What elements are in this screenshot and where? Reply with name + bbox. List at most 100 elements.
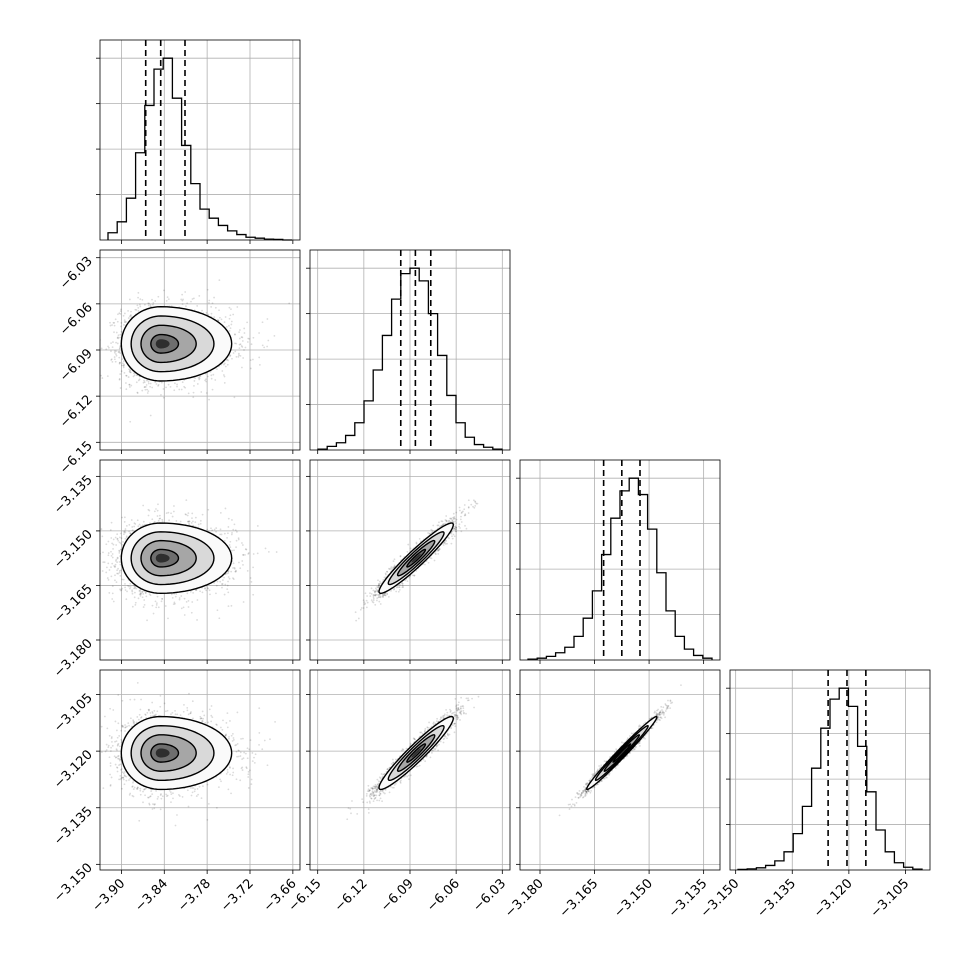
scatter-point xyxy=(146,392,149,394)
scatter-point xyxy=(128,585,130,588)
scatter-point xyxy=(185,513,188,516)
scatter-point xyxy=(188,520,191,523)
scatter-point xyxy=(258,356,261,359)
scatter-point xyxy=(194,516,197,519)
scatter-point xyxy=(239,343,242,346)
scatter-point xyxy=(191,517,193,520)
scatter-point xyxy=(124,582,126,585)
scatter-point xyxy=(123,521,126,523)
scatter-point xyxy=(119,345,121,348)
scatter-point xyxy=(115,331,118,334)
scatter-point xyxy=(156,595,159,598)
scatter-point xyxy=(141,591,144,593)
scatter-point xyxy=(149,382,152,385)
scatter-point xyxy=(139,593,142,595)
scatter-point xyxy=(162,388,165,390)
scatter-point xyxy=(165,299,168,302)
scatter-point xyxy=(200,391,203,393)
scatter-point xyxy=(119,387,122,389)
scatter-point xyxy=(228,306,231,309)
scatter-panel-2-0 xyxy=(89,459,301,661)
scatter-point xyxy=(249,577,252,579)
scatter-point xyxy=(131,589,134,592)
scatter-point xyxy=(267,339,270,342)
scatter-point xyxy=(191,601,194,603)
scatter-point xyxy=(241,366,243,369)
scatter-point xyxy=(89,583,91,585)
scatter-point xyxy=(125,535,128,538)
scatter-point xyxy=(215,592,217,595)
scatter-point xyxy=(157,295,160,298)
scatter-point xyxy=(124,537,127,540)
scatter-point xyxy=(136,374,138,377)
scatter-point xyxy=(210,527,212,530)
scatter-point xyxy=(122,533,125,536)
scatter-point xyxy=(138,590,141,592)
scatter-point xyxy=(243,332,246,334)
scatter-point xyxy=(258,332,260,334)
scatter-point xyxy=(181,381,184,384)
scatter-point xyxy=(201,591,204,594)
scatter-point xyxy=(185,499,188,502)
scatter-point xyxy=(147,304,150,307)
scatter-point xyxy=(243,327,246,330)
scatter-point xyxy=(225,325,228,328)
scatter-point xyxy=(214,306,217,309)
scatter-point xyxy=(182,298,184,301)
scatter-point xyxy=(196,619,198,621)
scatter-point xyxy=(199,519,202,522)
scatter-point xyxy=(198,378,201,381)
scatter-point xyxy=(147,382,150,385)
scatter-point xyxy=(125,524,128,527)
scatter-point xyxy=(205,589,208,592)
scatter-point xyxy=(205,311,208,314)
scatter-point xyxy=(204,587,206,590)
scatter-point xyxy=(126,590,128,593)
scatter-point xyxy=(107,345,109,348)
scatter-point xyxy=(171,515,174,518)
scatter-point xyxy=(130,384,133,387)
scatter-point xyxy=(134,308,137,311)
scatter-point xyxy=(144,388,147,391)
y-tick-label: −6.06 xyxy=(57,300,96,339)
scatter-point xyxy=(124,528,127,530)
scatter-point xyxy=(132,375,135,378)
scatter-point xyxy=(245,548,248,551)
scatter-point xyxy=(125,374,128,377)
scatter-point xyxy=(152,612,155,615)
scatter-point xyxy=(113,324,116,327)
scatter-point xyxy=(122,360,125,363)
scatter-point xyxy=(110,350,112,353)
scatter-point xyxy=(239,329,241,331)
scatter-point xyxy=(145,384,148,386)
scatter-point xyxy=(231,549,233,552)
scatter-point xyxy=(122,366,125,369)
scatter-point xyxy=(235,342,238,345)
scatter-point xyxy=(122,578,125,581)
scatter-point xyxy=(157,384,159,387)
panel-content xyxy=(89,460,300,660)
scatter-point xyxy=(119,555,122,558)
scatter-point xyxy=(230,308,232,311)
scatter-point xyxy=(181,293,184,296)
scatter-point xyxy=(174,602,176,605)
scatter-point xyxy=(220,533,223,536)
scatter-point xyxy=(121,543,123,546)
scatter-point xyxy=(232,352,235,354)
scatter-point xyxy=(186,302,189,305)
scatter-point xyxy=(133,587,135,590)
scatter-point xyxy=(107,552,110,554)
scatter-point xyxy=(117,334,120,337)
scatter-point xyxy=(141,298,144,301)
scatter-point xyxy=(137,306,140,309)
scatter-point xyxy=(213,581,216,584)
scatter-point xyxy=(172,510,175,513)
scatter-point xyxy=(196,383,199,385)
scatter-point xyxy=(227,532,229,535)
scatter-point xyxy=(120,308,122,311)
scatter-point xyxy=(247,337,250,340)
scatter-point xyxy=(139,298,142,301)
scatter-point xyxy=(118,549,121,552)
scatter-point xyxy=(138,523,141,526)
scatter-point xyxy=(181,299,184,302)
